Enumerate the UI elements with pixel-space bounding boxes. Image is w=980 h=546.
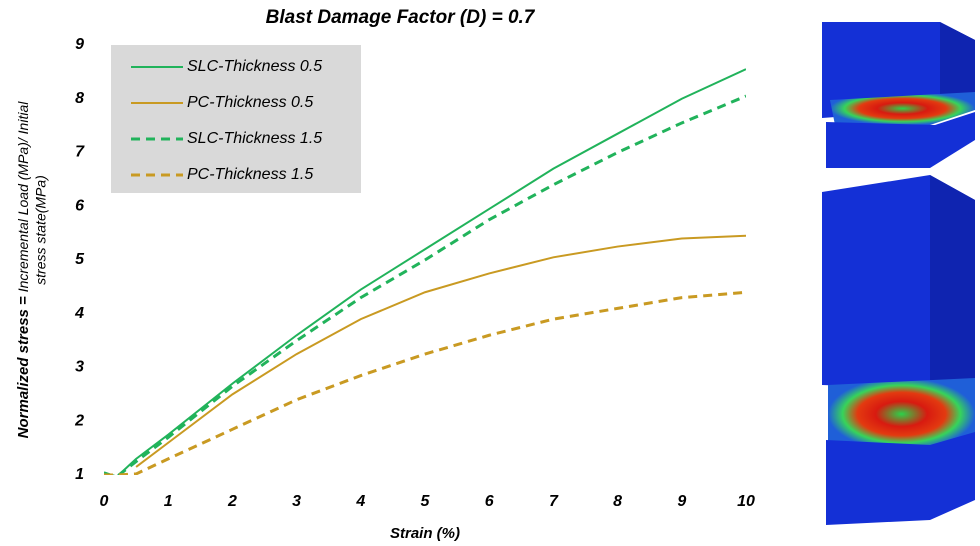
x-tick-label: 2 xyxy=(227,493,237,510)
y-tick-label: 8 xyxy=(75,90,84,107)
x-axis-label: Strain (%) xyxy=(390,525,460,542)
y-axis-label-line: Normalized stress = Incremental Load (MP… xyxy=(15,101,32,439)
block-side xyxy=(930,175,975,390)
y-tick-label: 9 xyxy=(75,36,84,53)
x-tick-label: 10 xyxy=(737,493,755,510)
x-tick-label: 6 xyxy=(485,493,494,510)
x-tick-label: 0 xyxy=(100,493,109,510)
y-axis-label-detail: stress state(MPa) xyxy=(33,175,49,285)
series-line xyxy=(104,292,746,475)
y-tick-label: 1 xyxy=(75,466,84,483)
x-tick-label: 9 xyxy=(677,493,686,510)
x-tick-label: 1 xyxy=(164,493,173,510)
y-tick-label: 7 xyxy=(75,144,85,161)
legend-label: SLC-Thickness 1.5 xyxy=(187,130,322,147)
legend-label: PC-Thickness 1.5 xyxy=(187,166,313,183)
x-tick-label: 3 xyxy=(292,493,301,510)
x-tick-label: 5 xyxy=(421,493,431,510)
y-tick-label: 6 xyxy=(75,197,84,214)
x-tick-label: 4 xyxy=(355,493,365,510)
y-tick-label: 4 xyxy=(74,305,84,322)
y-axis-label-detail: Incremental Load (MPa)/ Initial xyxy=(15,101,31,293)
legend: SLC-Thickness 0.5 PC-Thickness 0.5 SLC-Thi… xyxy=(111,45,361,193)
series-line xyxy=(136,236,746,467)
legend-label: SLC-Thickness 0.5 xyxy=(187,58,322,75)
x-tick-label: 8 xyxy=(613,493,622,510)
y-axis-label: Normalized stress = Incremental Load (MP… xyxy=(15,101,49,439)
y-tick-label: 3 xyxy=(75,359,84,376)
chart: Blast Damage Factor (D) = 0.7 Strain (%)… xyxy=(0,0,980,546)
y-axis-label-main: Normalized stress = xyxy=(15,296,32,438)
block xyxy=(826,432,975,525)
y-tick-label: 2 xyxy=(74,412,84,429)
simulation-image xyxy=(822,22,975,525)
chart-title: Blast Damage Factor (D) = 0.7 xyxy=(266,7,536,28)
x-tick-label: 7 xyxy=(549,493,559,510)
y-tick-label: 5 xyxy=(75,251,85,268)
legend-label: PC-Thickness 0.5 xyxy=(187,94,313,111)
